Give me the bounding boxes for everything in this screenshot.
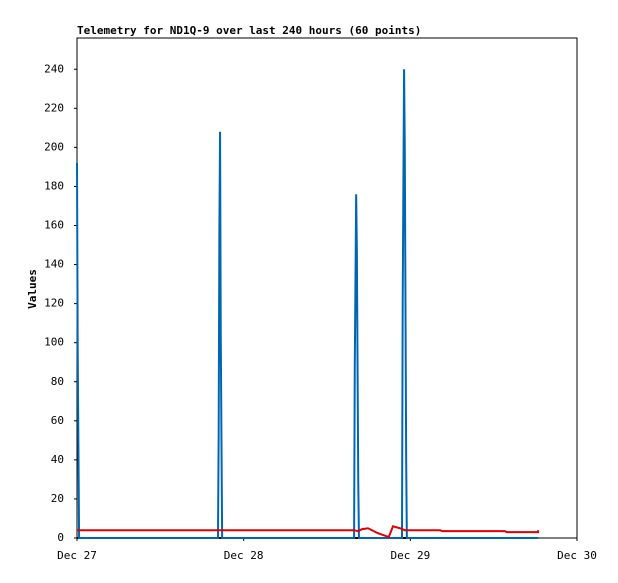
y-axis-label: Values — [26, 269, 39, 309]
y-tick-label: 140 — [44, 258, 64, 271]
x-tick-label: Dec 29 — [390, 549, 430, 562]
y-tick-label: 120 — [44, 297, 64, 310]
y-tick-label: 20 — [51, 492, 64, 505]
chart-title: Telemetry for ND1Q-9 over last 240 hours… — [77, 24, 421, 37]
y-tick-label: 200 — [44, 140, 64, 153]
y-tick-label: 160 — [44, 219, 64, 232]
series-line — [76, 69, 539, 539]
series-line — [77, 525, 540, 539]
x-tick-label: Dec 27 — [57, 549, 97, 562]
x-tick-label: Dec 28 — [224, 549, 264, 562]
y-tick-label: 40 — [51, 453, 64, 466]
x-tick-label: Dec 30 — [557, 549, 597, 562]
y-tick-label: 0 — [57, 531, 64, 544]
y-tick-label: 100 — [44, 336, 64, 349]
y-tick-label: 240 — [44, 62, 64, 75]
plot-frame — [76, 37, 578, 539]
y-tick-label: 80 — [51, 375, 64, 388]
y-tick-label: 220 — [44, 101, 64, 114]
y-tick-label: 60 — [51, 414, 64, 427]
y-tick-label: 180 — [44, 179, 64, 192]
